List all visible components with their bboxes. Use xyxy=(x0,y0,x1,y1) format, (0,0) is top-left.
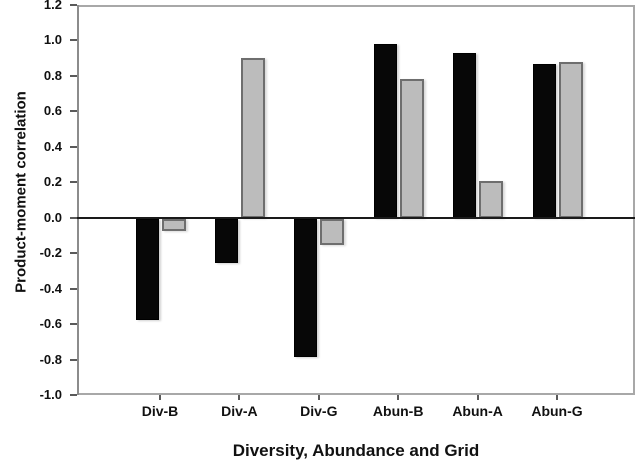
x-tick-mark xyxy=(238,395,241,400)
x-tick-mark xyxy=(397,395,400,400)
x-tick-mark xyxy=(317,395,320,400)
y-tick-label: -1.0 xyxy=(39,387,62,402)
y-tick-label: 0.6 xyxy=(43,103,62,119)
y-tick-mark xyxy=(70,4,77,6)
y-tick-mark xyxy=(70,39,77,42)
black-bars-bar xyxy=(214,218,238,264)
y-tick-mark xyxy=(70,323,77,326)
black-bars-bar xyxy=(373,44,397,218)
gray-bars-bar xyxy=(399,79,424,218)
plot-area xyxy=(77,5,635,395)
black-bars-bar xyxy=(294,218,318,357)
x-axis-title: Diversity, Abundance and Grid xyxy=(232,441,480,460)
gray-bars-bar xyxy=(240,58,265,218)
x-tick-label: Div-B xyxy=(141,403,179,419)
gray-bars-bar xyxy=(320,218,345,246)
black-bars-bar xyxy=(532,63,556,218)
zero-axis-line xyxy=(77,216,635,219)
y-tick-label: 0.4 xyxy=(43,138,62,154)
y-tick-mark xyxy=(70,358,77,361)
y-tick-label: 0.2 xyxy=(43,174,62,190)
y-tick-mark xyxy=(70,145,77,148)
y-tick-label: -0.4 xyxy=(39,280,62,296)
y-tick-mark xyxy=(70,181,77,184)
y-tick-label: -0.6 xyxy=(39,316,62,332)
x-tick-label: Div-G xyxy=(300,403,338,419)
y-tick-mark xyxy=(70,394,77,396)
y-axis-line xyxy=(77,5,79,395)
plot-frame-top xyxy=(77,5,635,7)
gray-bars-bar xyxy=(161,218,186,232)
plot-frame-right xyxy=(633,5,635,395)
x-tick-mark xyxy=(159,395,161,400)
y-tick-label: 1.2 xyxy=(43,0,62,12)
black-bars-bar xyxy=(453,52,477,218)
y-tick-label: 1.0 xyxy=(43,32,62,48)
y-tick-mark xyxy=(70,287,77,290)
y-tick-mark xyxy=(70,252,77,255)
gray-bars-bar xyxy=(558,61,583,218)
y-tick-mark xyxy=(70,216,77,219)
plot-frame-bottom xyxy=(77,393,635,395)
y-axis-title: Product-moment correlation xyxy=(12,91,30,293)
x-tick-mark xyxy=(556,395,558,400)
y-tick-mark xyxy=(70,74,77,77)
x-tick-mark xyxy=(476,395,479,400)
x-tick-label: Div-A xyxy=(221,403,258,419)
y-tick-mark xyxy=(70,110,77,113)
x-tick-label: Abun-B xyxy=(372,403,424,419)
x-tick-label: Abun-A xyxy=(452,403,503,419)
x-tick-label: Abun-G xyxy=(531,403,583,419)
y-tick-label: -0.2 xyxy=(39,245,62,261)
black-bars-bar xyxy=(135,218,159,320)
y-tick-label: -0.8 xyxy=(39,351,62,367)
y-tick-label: 0.8 xyxy=(43,67,62,83)
y-tick-label: 0.0 xyxy=(43,209,62,225)
gray-bars-bar xyxy=(479,180,504,218)
